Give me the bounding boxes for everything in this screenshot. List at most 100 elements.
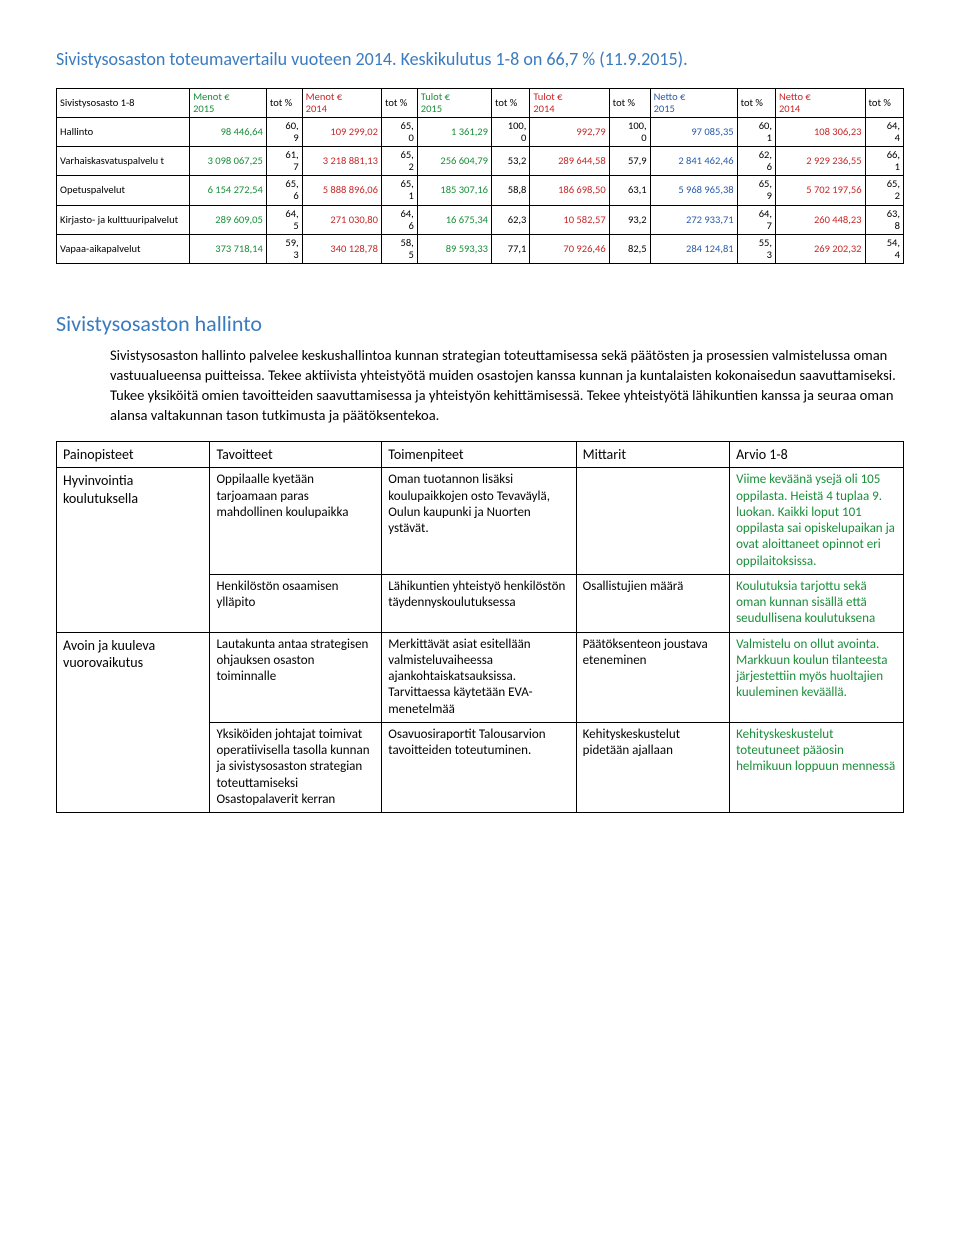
table-cell: 3 218 881,13	[302, 147, 381, 176]
matrix-header: Tavoitteet	[210, 441, 382, 468]
matrix-cell: Osallistujien määrä	[576, 574, 729, 632]
table-cell: 59,3	[266, 234, 302, 263]
table-cell: 1 361,29	[417, 118, 491, 147]
table-header: Menot €2014	[302, 89, 381, 118]
matrix-cell: Koulutuksia tarjottu sekä oman kunnan si…	[730, 574, 904, 632]
table-cell: 98 446,64	[190, 118, 267, 147]
table-cell: 3 098 067,25	[190, 147, 267, 176]
table-header: Menot €2015	[190, 89, 267, 118]
table-cell: 55,3	[737, 234, 775, 263]
matrix-cell: Viime keväänä ysejä oli 105 oppilasta. H…	[730, 468, 904, 575]
body-paragraph: Sivistysosaston hallinto palvelee keskus…	[56, 345, 904, 425]
table-cell: 65,1	[381, 176, 417, 205]
table-cell: 10 582,57	[530, 205, 609, 234]
comparison-table: Sivistysosasto 1-8Menot €2015tot %Menot …	[56, 88, 904, 264]
table-cell: 60,9	[266, 118, 302, 147]
table-header: Sivistysosasto 1-8	[57, 89, 190, 118]
table-cell: 289 609,05	[190, 205, 267, 234]
matrix-cell: Osavuosiraportit Talousarvion tavoitteid…	[382, 722, 576, 812]
table-cell: 272 933,71	[650, 205, 737, 234]
table-cell: 373 718,14	[190, 234, 267, 263]
table-cell: 54,4	[865, 234, 903, 263]
table-cell: 186 698,50	[530, 176, 609, 205]
matrix-cell: Avoin ja kuuleva vuorovaikutus	[57, 632, 210, 813]
table-cell: 63,1	[609, 176, 650, 205]
table-cell: 100,0	[491, 118, 529, 147]
table-cell: 271 030,80	[302, 205, 381, 234]
table-cell: 89 593,33	[417, 234, 491, 263]
table-cell: 64,4	[865, 118, 903, 147]
table-cell: 260 448,23	[775, 205, 865, 234]
matrix-cell: Hyvinvointia koulutuksella	[57, 468, 210, 632]
table-cell: 65,6	[266, 176, 302, 205]
table-header: Tulot €2015	[417, 89, 491, 118]
table-cell: 58,8	[491, 176, 529, 205]
table-cell: 77,1	[491, 234, 529, 263]
table-cell: 269 202,32	[775, 234, 865, 263]
section-heading: Sivistysosaston hallinto	[56, 310, 904, 337]
table-cell: 97 085,35	[650, 118, 737, 147]
goals-matrix: PainopisteetTavoitteetToimenpiteetMittar…	[56, 441, 904, 813]
matrix-header: Toimenpiteet	[382, 441, 576, 468]
table-cell: 61,7	[266, 147, 302, 176]
table-cell: 60,1	[737, 118, 775, 147]
table-cell: 6 154 272,54	[190, 176, 267, 205]
table-header: tot %	[491, 89, 529, 118]
table-cell: 62,3	[491, 205, 529, 234]
table-cell: 100,0	[609, 118, 650, 147]
table-cell: 109 299,02	[302, 118, 381, 147]
table-cell: 5 968 965,38	[650, 176, 737, 205]
table-cell: 5 702 197,56	[775, 176, 865, 205]
table-header: Tulot €2014	[530, 89, 609, 118]
matrix-cell: Lähikuntien yhteistyö henkilöstön täyden…	[382, 574, 576, 632]
table-cell: 289 644,58	[530, 147, 609, 176]
table-cell: 57,9	[609, 147, 650, 176]
table-cell: 185 307,16	[417, 176, 491, 205]
table-row-label: Vapaa-aikapalvelut	[57, 234, 190, 263]
table-cell: 64,6	[381, 205, 417, 234]
matrix-cell: Päätöksenteon joustava eteneminen	[576, 632, 729, 722]
matrix-cell	[576, 468, 729, 575]
table-header: tot %	[266, 89, 302, 118]
table-row-label: Kirjasto- ja kulttuuripalvelut	[57, 205, 190, 234]
table-header: tot %	[865, 89, 903, 118]
table-row-label: Varhaiskasvatuspalvelu t	[57, 147, 190, 176]
table-cell: 284 124,81	[650, 234, 737, 263]
table-header: tot %	[381, 89, 417, 118]
matrix-cell: Kehityskeskustelut pidetään ajallaan	[576, 722, 729, 812]
table-cell: 63,8	[865, 205, 903, 234]
table-cell: 992,79	[530, 118, 609, 147]
matrix-cell: Merkittävät asiat esitellään valmisteluv…	[382, 632, 576, 722]
table-cell: 58,5	[381, 234, 417, 263]
table-header: tot %	[609, 89, 650, 118]
matrix-cell: Oman tuotannon lisäksi koulupaikkojen os…	[382, 468, 576, 575]
table-cell: 5 888 896,06	[302, 176, 381, 205]
matrix-cell: Lautakunta antaa strategisen ohjauksen o…	[210, 632, 382, 722]
table-cell: 256 604,79	[417, 147, 491, 176]
table-cell: 70 926,46	[530, 234, 609, 263]
table-cell: 66,1	[865, 147, 903, 176]
table-cell: 82,5	[609, 234, 650, 263]
matrix-cell: Valmistelu on ollut avointa. Markkuun ko…	[730, 632, 904, 722]
table-header: Netto €2015	[650, 89, 737, 118]
table-row-label: Opetuspalvelut	[57, 176, 190, 205]
page-title: Sivistysosaston toteumavertailu vuoteen …	[56, 48, 904, 70]
table-cell: 2 929 236,55	[775, 147, 865, 176]
table-cell: 65,2	[865, 176, 903, 205]
table-cell: 65,2	[381, 147, 417, 176]
matrix-header: Painopisteet	[57, 441, 210, 468]
table-row-label: Hallinto	[57, 118, 190, 147]
matrix-header: Mittarit	[576, 441, 729, 468]
table-cell: 64,5	[266, 205, 302, 234]
matrix-header: Arvio 1-8	[730, 441, 904, 468]
matrix-cell: Kehityskeskustelut toteutuneet pääosin h…	[730, 722, 904, 812]
table-cell: 64,7	[737, 205, 775, 234]
table-cell: 53,2	[491, 147, 529, 176]
table-cell: 65,9	[737, 176, 775, 205]
table-cell: 108 306,23	[775, 118, 865, 147]
table-cell: 62,6	[737, 147, 775, 176]
table-cell: 93,2	[609, 205, 650, 234]
table-cell: 16 675,34	[417, 205, 491, 234]
matrix-cell: Henkilöstön osaamisen ylläpito	[210, 574, 382, 632]
table-cell: 2 841 462,46	[650, 147, 737, 176]
